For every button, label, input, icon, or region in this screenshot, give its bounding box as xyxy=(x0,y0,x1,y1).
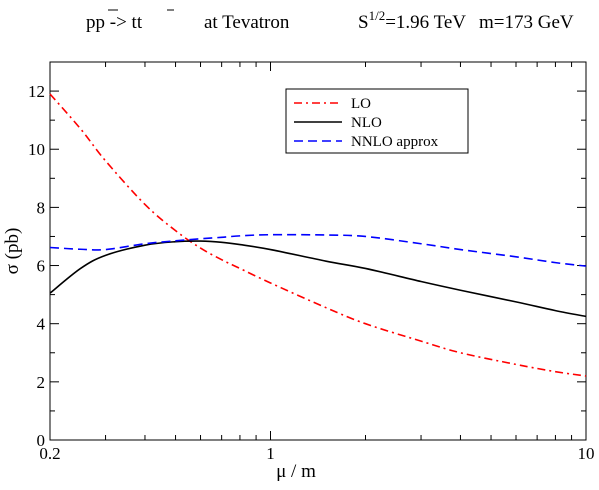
y-tick-label: 10 xyxy=(28,140,45,159)
process-arrow: -> xyxy=(105,12,132,33)
y-tick-label: 6 xyxy=(37,257,46,276)
series-lines xyxy=(49,93,587,377)
legend-label: NNLO approx xyxy=(351,134,439,150)
series-line-nnlo-approx xyxy=(49,233,587,267)
legend-label: LO xyxy=(351,96,371,112)
series-line-lo xyxy=(49,93,587,377)
energy-exponent: 1/2 xyxy=(369,8,386,23)
x-tick-label: 10 xyxy=(578,444,595,463)
process-tbar: t xyxy=(137,12,143,33)
chart-header-collider: at Tevatron xyxy=(204,12,290,33)
chart-header-mass: m=173 GeV xyxy=(479,12,574,33)
x-axis-label: μ / m xyxy=(276,461,316,482)
y-tick-label: 2 xyxy=(37,373,46,392)
y-axis-label: σ (pb) xyxy=(2,228,23,275)
energy-value: =1.96 TeV xyxy=(385,12,466,33)
x-tick-label: 1 xyxy=(266,444,275,463)
process-p: pp xyxy=(86,12,105,33)
legend: LO NLO NNLO approx xyxy=(285,88,469,154)
series-line-nlo xyxy=(49,240,587,318)
y-tick-label: 12 xyxy=(28,82,45,101)
process-t: t xyxy=(132,12,138,33)
y-tick-label: 0 xyxy=(37,431,46,450)
y-tick-label: 8 xyxy=(37,198,46,217)
legend-box xyxy=(285,88,469,154)
legend-items: LO NLO NNLO approx xyxy=(294,96,439,150)
axis-ticks: 0 2 4 6 8 10 12 0.2 1 10 xyxy=(28,62,595,463)
chart-header-energy: S1/2=1.96 TeV xyxy=(358,8,466,33)
plot-frame xyxy=(49,61,587,441)
y-tick-label: 4 xyxy=(37,315,46,334)
chart-header-process: pp -> tt xyxy=(86,12,143,33)
legend-label: NLO xyxy=(351,115,382,131)
energy-prefix: S xyxy=(358,12,369,33)
x-tick-label: 0.2 xyxy=(39,444,60,463)
